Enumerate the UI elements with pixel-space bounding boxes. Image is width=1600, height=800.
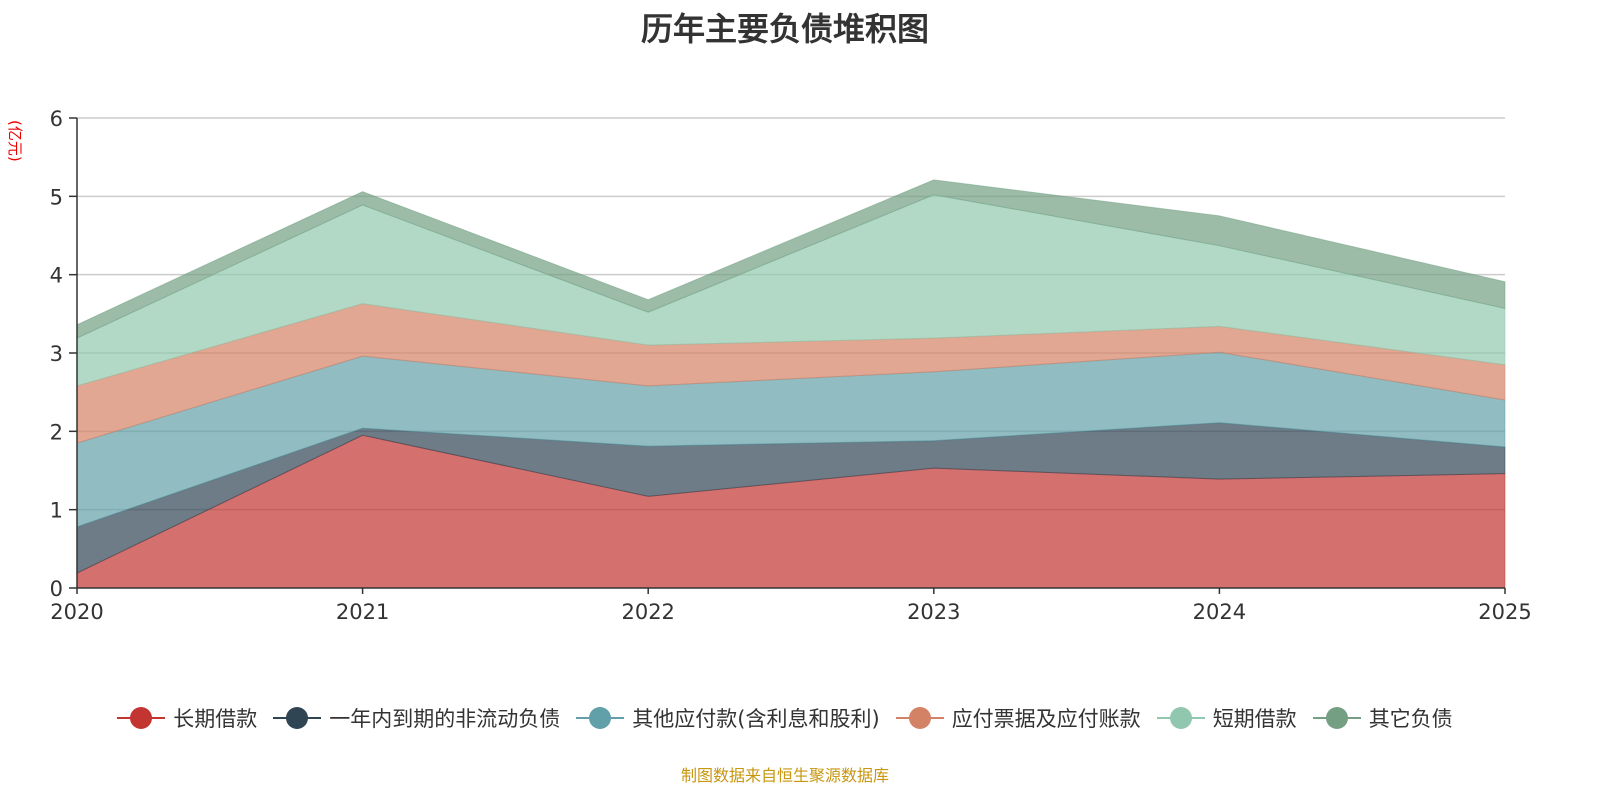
x-tick-label: 2020 <box>50 600 103 624</box>
legend-marker-icon <box>117 706 166 730</box>
x-tick-label: 2023 <box>907 600 960 624</box>
legend-label: 其它负债 <box>1368 707 1453 731</box>
area-series-5 <box>76 179 1506 339</box>
y-tick-label: 2 <box>50 420 63 444</box>
y-tick-label: 6 <box>50 107 63 131</box>
legend-marker-icon <box>895 706 944 730</box>
legend-label: 其他应付款(含利息和股利) <box>632 707 880 731</box>
x-tick-label: 2022 <box>621 600 674 624</box>
stacked-area-chart: 0 1 2 3 4 5 6 2020 2021 2022 2023 2024 2025 <box>50 107 1532 624</box>
x-tick-label: 2025 <box>1478 600 1531 624</box>
legend-marker-icon <box>576 706 625 730</box>
legend-item[interactable]: 短期借款 <box>1156 703 1297 733</box>
y-tick-label: 3 <box>50 342 63 366</box>
legend-marker-icon <box>1312 706 1361 730</box>
legend-item[interactable]: 其它负债 <box>1312 703 1453 733</box>
legend-marker-icon <box>1156 706 1205 730</box>
y-tick-label: 4 <box>50 264 63 288</box>
x-tick-label: 2021 <box>336 600 389 624</box>
x-tick-label: 2024 <box>1193 600 1246 624</box>
y-tick-label: 1 <box>50 499 63 523</box>
legend-marker-icon <box>273 706 322 730</box>
y-tick-label: 5 <box>50 185 63 209</box>
y-tick-label: 0 <box>50 577 63 601</box>
legend-label: 应付票据及应付账款 <box>951 707 1141 731</box>
legend-label: 长期借款 <box>173 707 258 731</box>
legend-item[interactable]: 一年内到期的非流动负债 <box>273 703 560 733</box>
legend-label: 短期借款 <box>1212 707 1297 731</box>
legend-item[interactable]: 应付票据及应付账款 <box>895 703 1141 733</box>
legend-item[interactable]: 其他应付款(含利息和股利) <box>576 703 880 733</box>
legend: 长期借款 一年内到期的非流动负债 其他应付款(含利息和股利) 应付票据及应付账款 短期借… <box>0 703 1570 733</box>
chart-title: 历年主要负债堆积图 <box>640 10 929 48</box>
legend-item[interactable]: 长期借款 <box>117 703 257 733</box>
legend-label: 一年内到期的非流动负债 <box>329 707 561 731</box>
source-note: 制图数据来自恒生聚源数据库 <box>680 766 889 785</box>
